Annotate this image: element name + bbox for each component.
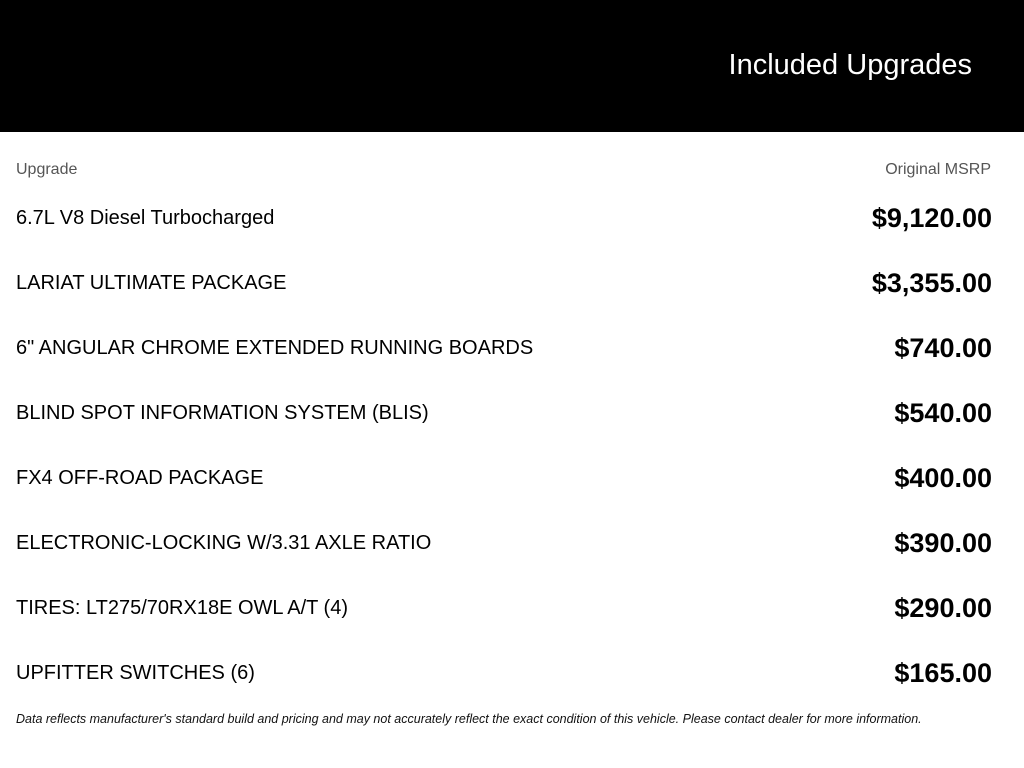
upgrade-name: FX4 OFF-ROAD PACKAGE bbox=[16, 466, 264, 489]
table-row: FX4 OFF-ROAD PACKAGE $400.00 bbox=[16, 458, 992, 498]
upgrade-name: ELECTRONIC-LOCKING W/3.31 AXLE RATIO bbox=[16, 531, 432, 554]
upgrade-name: 6" ANGULAR CHROME EXTENDED RUNNING BOARD… bbox=[16, 336, 534, 359]
upgrade-name: TIRES: LT275/70RX18E OWL A/T (4) bbox=[16, 596, 348, 619]
upgrade-price: $290.00 bbox=[894, 592, 992, 623]
table-row: 6" ANGULAR CHROME EXTENDED RUNNING BOARD… bbox=[16, 328, 992, 368]
column-header-upgrade: Upgrade bbox=[16, 161, 78, 178]
table-row: 6.7L V8 Diesel Turbocharged $9,120.00 bbox=[16, 198, 992, 238]
upgrade-price: $400.00 bbox=[894, 462, 992, 493]
upgrade-price: $740.00 bbox=[894, 332, 992, 363]
table-row: UPFITTER SWITCHES (6) $165.00 bbox=[16, 653, 992, 693]
table-row: ELECTRONIC-LOCKING W/3.31 AXLE RATIO $390… bbox=[16, 523, 992, 563]
page-title: Included Upgrades bbox=[728, 49, 972, 81]
header-banner: Included Upgrades bbox=[0, 0, 1024, 132]
column-header-msrp: Original MSRP bbox=[885, 161, 991, 178]
upgrade-price: $9,120.00 bbox=[871, 202, 992, 233]
upgrade-price: $165.00 bbox=[894, 657, 992, 688]
table-row: TIRES: LT275/70RX18E OWL A/T (4) $290.00 bbox=[16, 588, 992, 628]
upgrade-name: UPFITTER SWITCHES (6) bbox=[16, 661, 255, 684]
upgrade-name: LARIAT ULTIMATE PACKAGE bbox=[16, 271, 287, 294]
upgrade-name: BLIND SPOT INFORMATION SYSTEM (BLIS) bbox=[16, 401, 429, 424]
disclaimer: Data reflects manufacturer's standard bu… bbox=[16, 712, 922, 726]
table-row: LARIAT ULTIMATE PACKAGE $3,355.00 bbox=[16, 263, 992, 303]
upgrade-price: $3,355.00 bbox=[871, 267, 992, 298]
table-row: BLIND SPOT INFORMATION SYSTEM (BLIS) $540… bbox=[16, 393, 992, 433]
upgrade-price: $540.00 bbox=[894, 397, 992, 428]
upgrade-name: 6.7L V8 Diesel Turbocharged bbox=[16, 206, 275, 229]
upgrade-price: $390.00 bbox=[894, 527, 992, 558]
